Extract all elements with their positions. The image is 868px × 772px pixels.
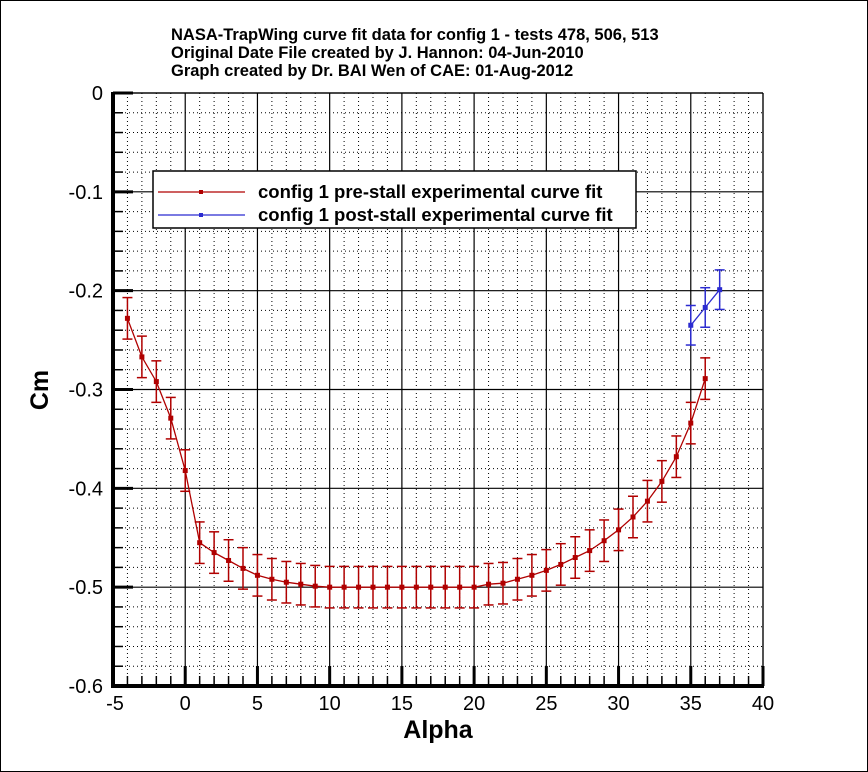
data-point-marker: [601, 538, 607, 544]
data-point-marker: [702, 376, 708, 382]
data-point-marker: [341, 584, 347, 590]
data-point-marker: [269, 576, 275, 582]
axes: [111, 91, 765, 688]
legend-marker-post-stall: [199, 213, 203, 217]
x-tick-label: 35: [680, 693, 702, 715]
data-point-marker: [500, 580, 506, 586]
data-point-marker: [702, 304, 708, 310]
data-point-marker: [399, 584, 405, 590]
data-series: [122, 269, 725, 609]
title-line-1: NASA-TrapWing curve fit data for config …: [171, 26, 659, 44]
data-point-marker: [356, 584, 362, 590]
y-tick-label: -0.6: [69, 676, 103, 698]
data-point-marker: [413, 584, 419, 590]
x-tick-label: 25: [535, 693, 557, 715]
y-axis-tick-labels: 0 -0.1 -0.2 -0.3 -0.4 -0.5 -0.6: [69, 83, 103, 698]
x-tick-label: 40: [752, 693, 774, 715]
data-point-marker: [630, 514, 636, 520]
x-tick-label: 20: [463, 693, 485, 715]
x-tick-label: 30: [607, 693, 629, 715]
data-point-marker: [124, 315, 130, 321]
data-point-marker: [298, 581, 304, 587]
x-axis-tick-labels: -5 0 5 10 15 20 25 30 35 40: [106, 693, 774, 715]
title-line-3: Graph created by Dr. BAI Wen of CAE: 01-…: [171, 62, 574, 80]
data-point-marker: [312, 583, 318, 589]
data-point-marker: [254, 572, 260, 578]
data-point-marker: [659, 478, 665, 484]
y-axis-title: Cm: [26, 370, 54, 410]
data-point-marker: [543, 567, 549, 573]
data-point-marker: [442, 584, 448, 590]
data-point-marker: [688, 322, 694, 328]
data-point-marker: [673, 454, 679, 460]
data-point-marker: [283, 579, 289, 585]
data-point-marker: [197, 540, 203, 546]
data-point-marker: [457, 584, 463, 590]
data-point-marker: [428, 584, 434, 590]
data-point-marker: [327, 584, 333, 590]
chart-title: NASA-TrapWing curve fit data for config …: [171, 26, 659, 80]
legend-label-post-stall: config 1 post-stall experimental curve f…: [258, 204, 613, 225]
data-point-marker: [139, 354, 145, 360]
data-point-marker: [616, 527, 622, 533]
x-tick-label: 5: [252, 693, 263, 715]
y-tick-label: -0.3: [69, 380, 103, 402]
data-point-marker: [384, 584, 390, 590]
x-axis-title: Alpha: [403, 716, 474, 744]
x-tick-label: -5: [106, 693, 124, 715]
data-point-marker: [529, 572, 535, 578]
x-tick-label: 10: [319, 693, 341, 715]
legend-box: [152, 170, 637, 229]
data-point-marker: [558, 561, 564, 567]
legend-item-post-stall: config 1 post-stall experimental curve f…: [158, 204, 613, 225]
data-point-marker: [370, 584, 376, 590]
data-point-marker: [644, 498, 650, 504]
data-point-marker: [226, 557, 232, 563]
data-point-marker: [168, 415, 174, 421]
y-tick-label: -0.2: [69, 281, 103, 303]
legend-label-pre-stall: config 1 pre-stall experimental curve fi…: [258, 181, 602, 202]
data-point-marker: [572, 555, 578, 561]
legend: config 1 pre-stall experimental curve fi…: [152, 170, 637, 229]
data-point-marker: [717, 287, 723, 293]
y-tick-label: -0.5: [69, 577, 103, 599]
data-point-marker: [587, 548, 593, 554]
data-point-marker: [471, 584, 477, 590]
data-point-marker: [514, 576, 520, 582]
x-tick-label: 15: [391, 693, 413, 715]
y-tick-label: -0.4: [69, 478, 103, 500]
legend-marker-pre-stall: [199, 190, 203, 194]
data-point-marker: [182, 468, 188, 474]
title-line-2: Original Date File created by J. Hannon:…: [171, 44, 584, 62]
data-point-marker: [211, 550, 217, 556]
x-tick-label: 0: [180, 693, 191, 715]
data-point-marker: [153, 379, 159, 385]
legend-item-pre-stall: config 1 pre-stall experimental curve fi…: [158, 181, 602, 202]
series-post-stall: [685, 269, 725, 346]
data-point-marker: [486, 581, 492, 587]
y-tick-label: -0.1: [69, 182, 103, 204]
y-tick-label: 0: [92, 83, 103, 105]
series-pre-stall: [122, 296, 711, 609]
data-point-marker: [240, 565, 246, 571]
data-point-marker: [688, 420, 694, 426]
